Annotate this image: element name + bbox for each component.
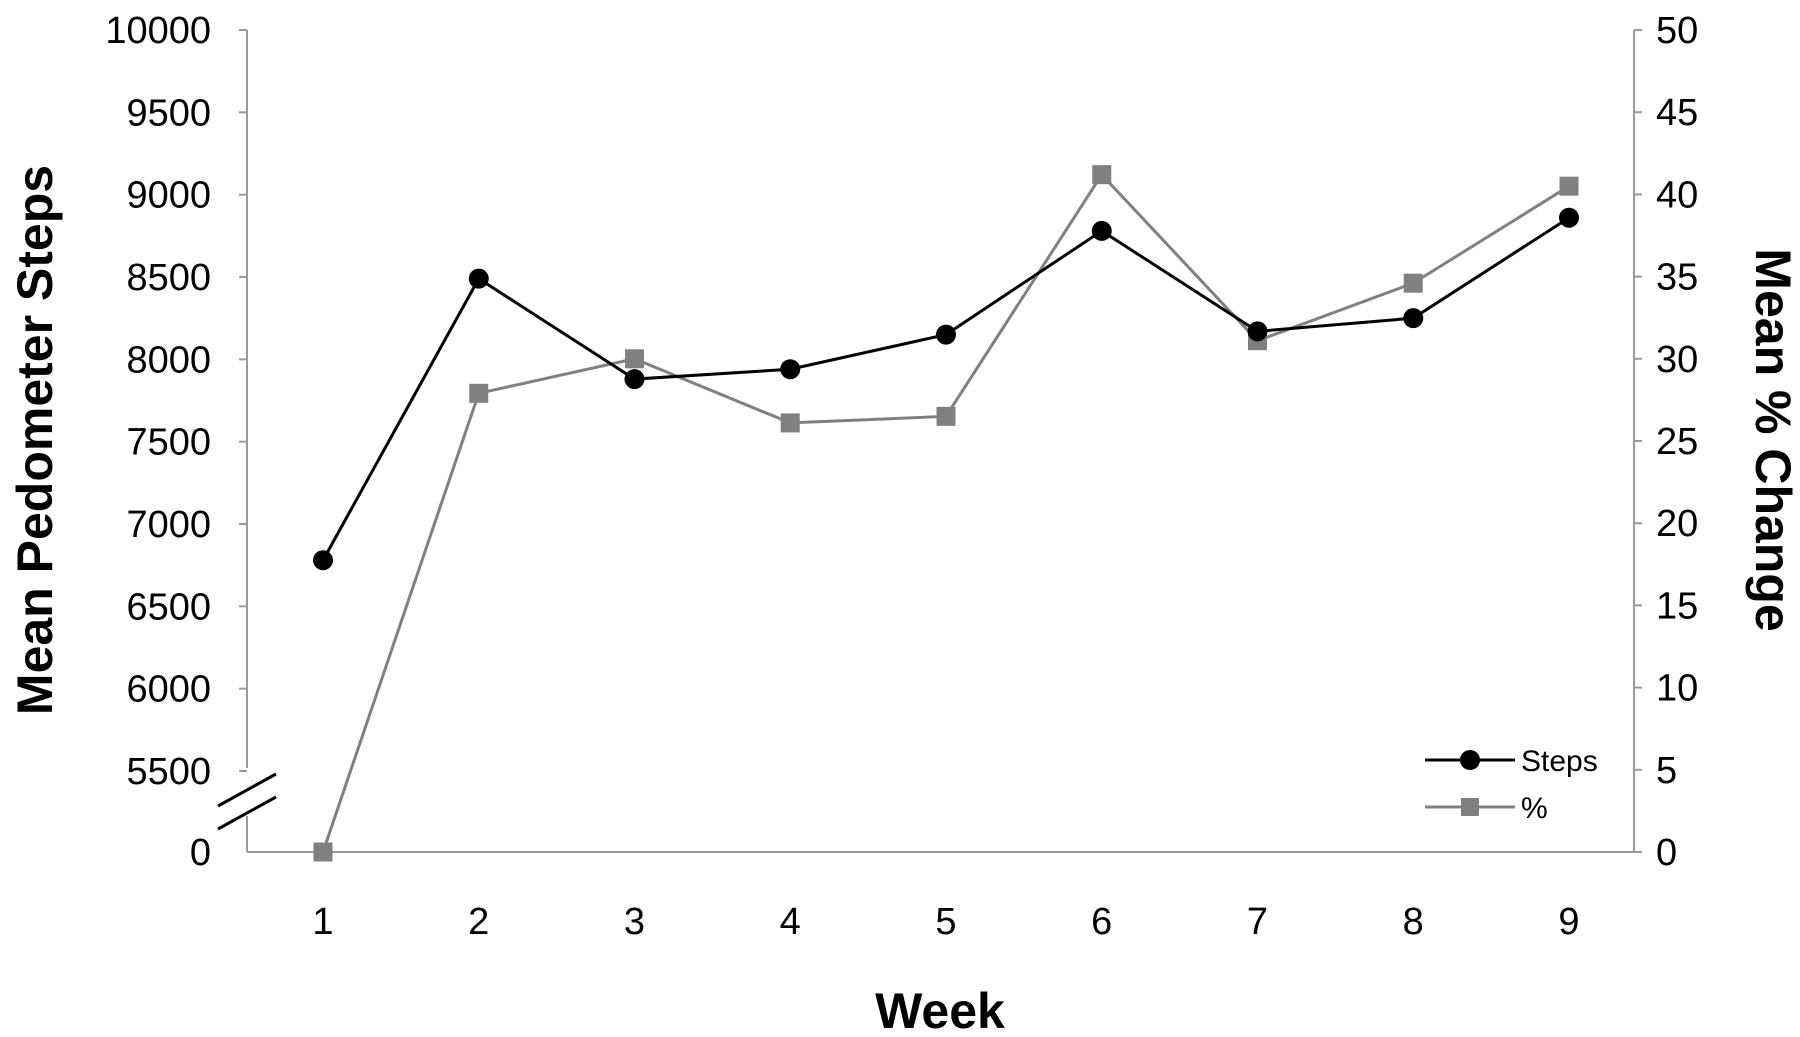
left-tick-label: 7000: [126, 504, 211, 546]
series-steps-line: [321, 216, 1570, 561]
legend-percent-marker: [1461, 798, 1479, 816]
right-tick-label: 0: [1656, 832, 1677, 874]
x-tick-label: 3: [624, 901, 645, 943]
right-axis-ticks: 0 5 10 15 20 25 30 35 40 45 50: [1634, 10, 1698, 874]
left-axis-ticks: 0 5500 6000 6500 7000 7500 8000 8500 9000 9500 100…: [105, 10, 247, 874]
series-steps-point: [1559, 207, 1579, 228]
left-tick-label: 5500: [126, 751, 211, 793]
right-tick-label: 50: [1656, 10, 1698, 52]
right-tick-label: 30: [1656, 339, 1698, 381]
legend-steps-label: Steps: [1521, 745, 1598, 778]
series-percent-point: [1403, 273, 1423, 293]
right-tick-label: 25: [1656, 421, 1698, 463]
series-percent-point: [313, 842, 333, 862]
right-tick-label: 45: [1656, 92, 1698, 134]
right-tick-label: 20: [1656, 503, 1698, 545]
right-tick-label: 15: [1656, 585, 1698, 627]
axes: [217, 30, 1635, 853]
x-axis-ticks: 1 2 3 4 5 6 7 8 9: [312, 901, 1579, 943]
left-tick-label: 7500: [126, 422, 211, 464]
left-tick-label: 10000: [105, 10, 211, 52]
x-tick-label: 5: [935, 901, 956, 943]
left-tick-label: 8000: [126, 339, 211, 381]
x-tick-label: 6: [1091, 901, 1112, 943]
axis-break-mark-1: [217, 772, 277, 808]
right-axis-title: Mean % Change: [1745, 248, 1800, 631]
right-tick-label: 35: [1656, 257, 1698, 299]
left-axis-title: Mean Pedometer Steps: [7, 165, 63, 715]
left-tick-label: 6000: [126, 669, 211, 711]
series-steps-point: [1091, 220, 1112, 241]
series-percent-point: [936, 406, 956, 426]
series-steps-point: [1403, 308, 1424, 329]
x-tick-label: 4: [780, 901, 801, 943]
series-percent-point: [625, 349, 644, 369]
series-steps-point: [936, 324, 956, 345]
x-axis-title: Week: [875, 983, 1005, 1037]
x-tick-label: 1: [312, 901, 333, 943]
series-percent-line: [321, 172, 1570, 853]
series-layer: [313, 165, 1579, 862]
series-percent-point: [1092, 165, 1112, 185]
series-percent-point: [1559, 176, 1579, 196]
series-percent-point: [780, 413, 800, 433]
x-tick-label: 2: [468, 901, 489, 943]
series-steps-point: [624, 369, 645, 390]
series-steps-point: [1247, 321, 1268, 342]
legend-steps-marker: [1460, 750, 1480, 770]
left-tick-label: 0: [190, 832, 211, 874]
right-tick-label: 5: [1656, 750, 1677, 792]
left-tick-label: 9000: [126, 175, 211, 217]
series-steps-point: [468, 268, 489, 289]
right-tick-label: 10: [1656, 668, 1698, 710]
legend: Steps %: [1425, 745, 1598, 825]
series-percent-point: [469, 383, 489, 403]
left-tick-label: 9500: [126, 92, 211, 134]
left-tick-label: 8500: [126, 257, 211, 299]
x-tick-label: 9: [1558, 901, 1579, 943]
series-steps-point: [780, 359, 801, 380]
left-tick-label: 6500: [126, 586, 211, 628]
legend-percent-label: %: [1521, 792, 1548, 825]
series-steps-point: [313, 550, 333, 571]
x-tick-label: 7: [1247, 901, 1268, 943]
axis-break-mark-2: [217, 795, 277, 831]
x-tick-label: 8: [1403, 901, 1424, 943]
right-tick-label: 40: [1656, 174, 1698, 216]
